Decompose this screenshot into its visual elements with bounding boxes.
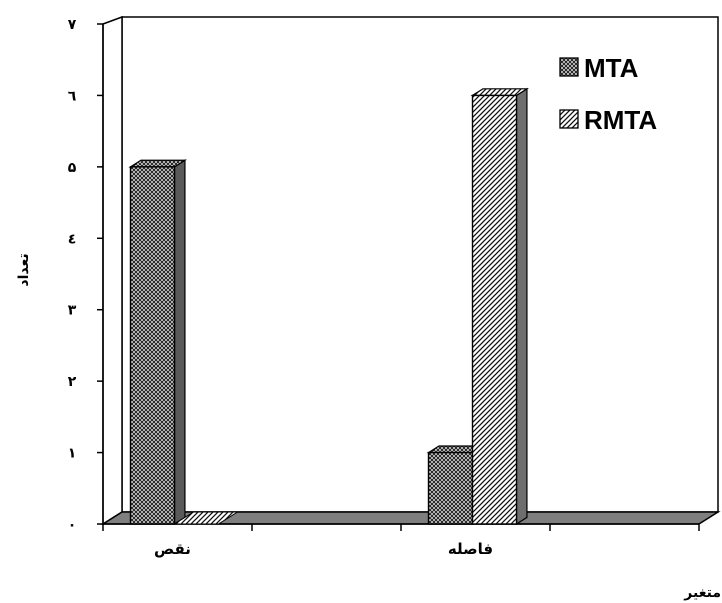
- legend-swatch: [559, 57, 579, 77]
- y-tick-label: ۷: [68, 17, 77, 33]
- y-axis: ۰ ۱ ۲ ۳ ٤ ۵ ٦ ۷: [68, 17, 104, 533]
- legend-label: MTA: [584, 53, 639, 83]
- bar-mta: [128, 159, 188, 526]
- y-tick-label: ۳: [68, 303, 77, 319]
- back-wall: [121, 16, 719, 513]
- x-axis: نقص فاصله: [102, 523, 700, 558]
- legend: MTA RMTA: [559, 53, 657, 135]
- plot-walls: [100, 15, 721, 526]
- legend-item: MTA: [559, 53, 639, 83]
- y-tick-label: ٤: [68, 231, 77, 247]
- bar-rmta: [172, 511, 240, 525]
- x-ticks: نقص فاصله: [102, 524, 700, 558]
- x-category-label: نقص: [154, 540, 191, 558]
- y-ticks: ۰ ۱ ۲ ۳ ٤ ۵ ٦ ۷: [68, 17, 103, 533]
- y-tick-label: ۵: [68, 160, 77, 176]
- y-tick-label: ۰: [68, 517, 77, 533]
- y-tick-label: ۲: [68, 374, 77, 390]
- legend-item: RMTA: [559, 105, 657, 135]
- y-axis-title: تعداد: [16, 253, 32, 286]
- x-axis-title: متغیر: [683, 585, 721, 601]
- bar-rmta: [470, 87, 530, 526]
- y-tick-label: ٦: [68, 88, 77, 104]
- side-wall: [102, 15, 123, 526]
- x-category-label: فاصله: [448, 540, 493, 558]
- bars: [128, 87, 530, 526]
- legend-swatch: [559, 109, 579, 129]
- y-tick-label: ۱: [68, 446, 77, 462]
- legend-label: RMTA: [584, 105, 657, 135]
